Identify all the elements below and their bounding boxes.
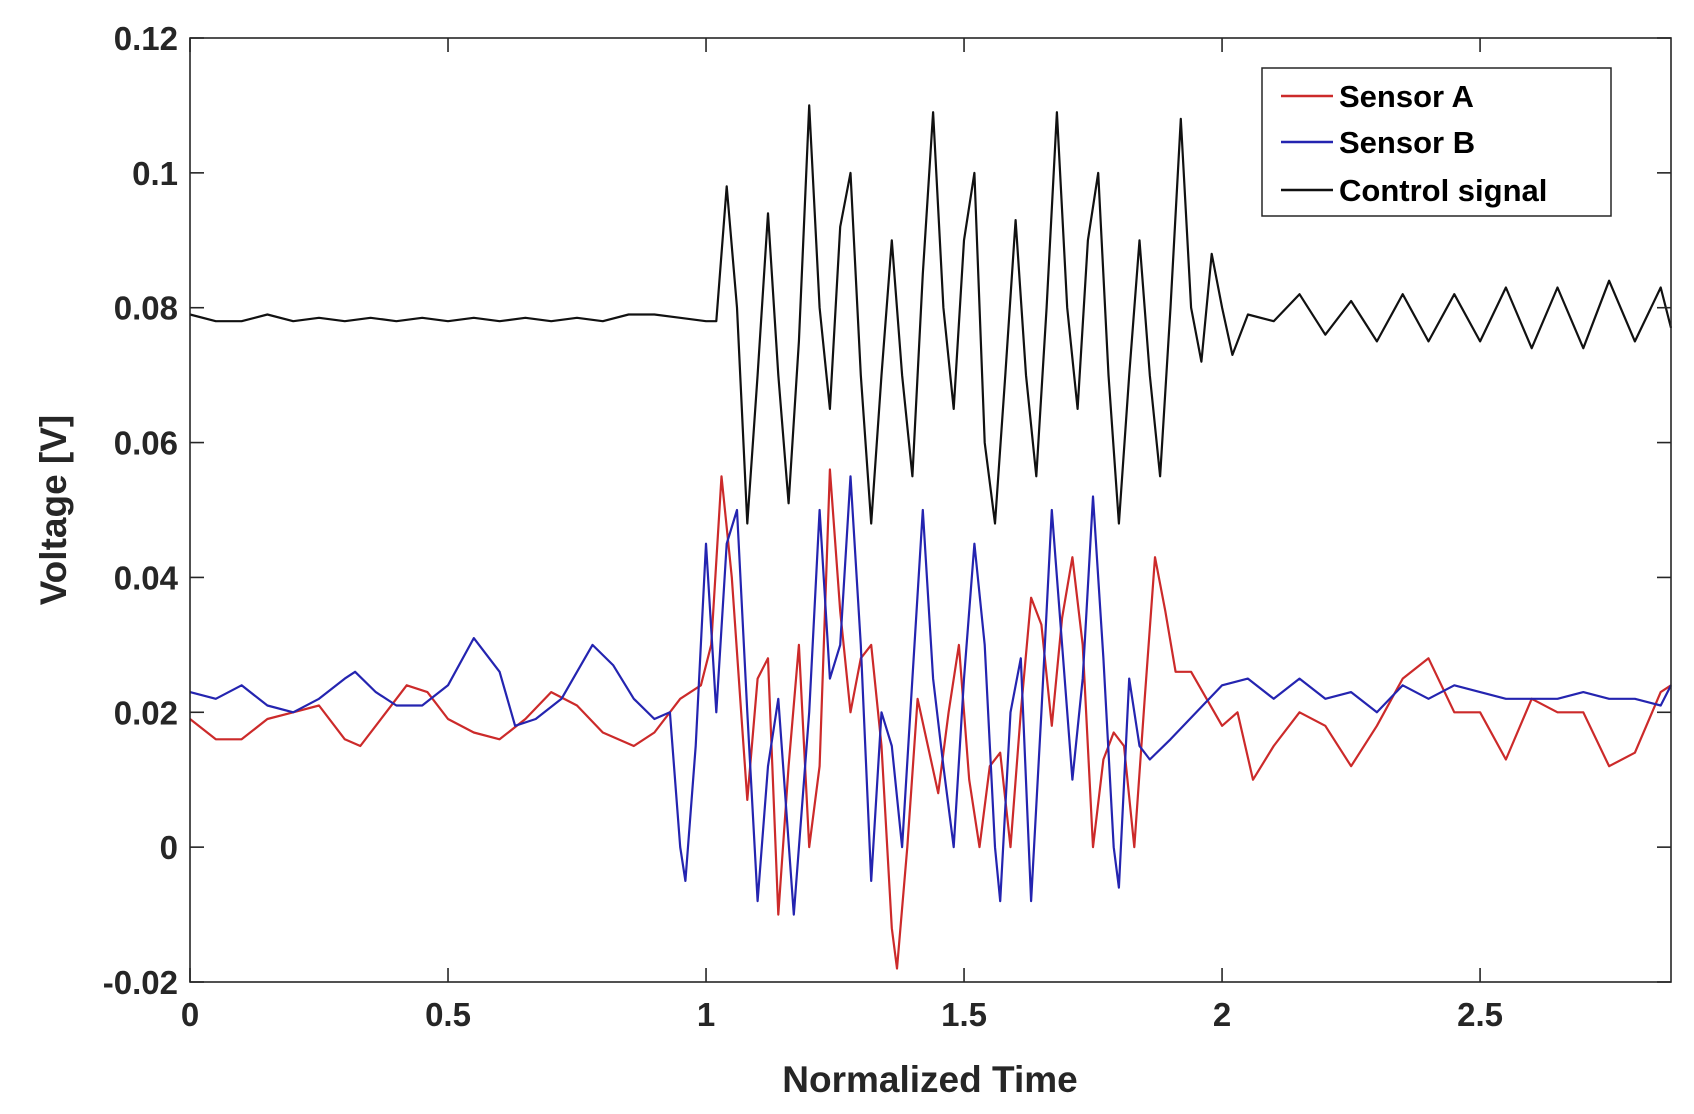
ticks-layer — [189, 37, 1671, 983]
x-tick-label-2: 1 — [697, 996, 715, 1033]
series-line-sensor-b — [189, 475, 1672, 916]
y-axis-title: Voltage [V] — [33, 415, 74, 606]
y-tick-label-0: -0.02 — [103, 964, 178, 1001]
labels-layer: 0 0.5 1 1.5 2 2.5-0.0200.020.040.060.080.10.1… — [103, 20, 1503, 1033]
legend-label-control-signal: Control signal — [1339, 173, 1547, 208]
y-tick-label-3: 0.04 — [114, 559, 179, 596]
series-line-sensor-a — [189, 468, 1672, 970]
y-tick-label-7: 0.12 — [114, 20, 178, 57]
legend-label-sensor-a: Sensor A — [1339, 79, 1474, 114]
x-tick-label-3: 1.5 — [941, 996, 987, 1033]
y-tick-label-1: 0 — [160, 829, 178, 866]
series-layer — [189, 104, 1673, 970]
y-tick-label-2: 0.02 — [114, 694, 178, 731]
y-tick-label-4: 0.06 — [114, 425, 178, 462]
y-tick-label-5: 0.08 — [114, 290, 178, 327]
x-tick-label-0: 0 — [181, 996, 199, 1033]
plot-frame — [189, 37, 1672, 983]
x-tick-label-5: 2.5 — [1457, 996, 1503, 1033]
series-line-control-signal — [189, 104, 1673, 525]
legend-label-sensor-b: Sensor B — [1339, 125, 1475, 160]
x-axis-title: Normalized Time — [782, 1059, 1077, 1100]
x-tick-label-1: 0.5 — [425, 996, 471, 1033]
y-tick-label-6: 0.1 — [132, 155, 178, 192]
legend: Sensor A Sensor B Control signal — [1261, 67, 1612, 217]
x-tick-label-4: 2 — [1213, 996, 1231, 1033]
